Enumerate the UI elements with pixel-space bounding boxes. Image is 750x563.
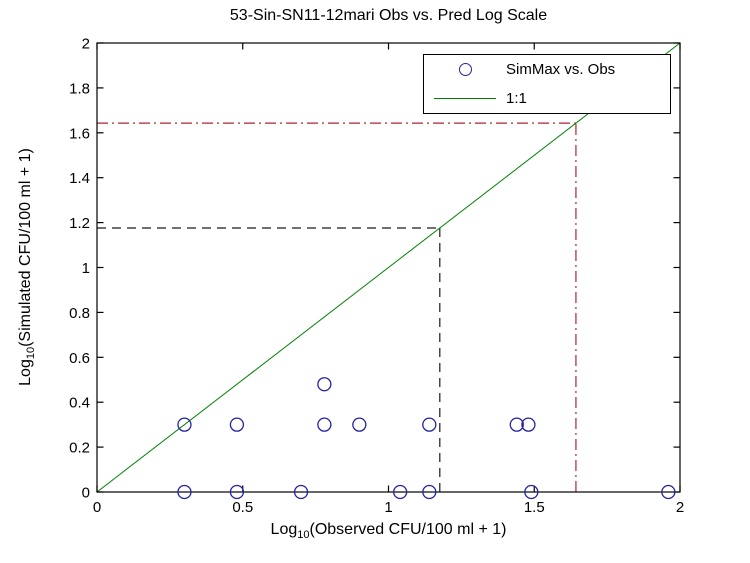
x-tick-label: 0	[93, 499, 101, 516]
x-tick-label: 2	[676, 499, 684, 516]
identity-line	[96, 42, 681, 493]
data-point	[177, 484, 192, 500]
y-tick-label: 0	[82, 485, 90, 502]
legend: SimMax vs. Obs 1:1	[423, 54, 671, 114]
data-point	[177, 417, 192, 432]
data-point	[422, 417, 437, 432]
legend-label-identity: 1:1	[506, 90, 527, 107]
legend-marker-cell	[424, 63, 506, 76]
y-tick-label: 1.2	[69, 215, 90, 232]
data-point	[229, 484, 245, 500]
y-tick-label: 1	[82, 260, 90, 277]
data-point	[317, 377, 332, 392]
y-tick-label: 2	[82, 36, 90, 53]
y-tick-label: 0.6	[69, 350, 90, 367]
data-point	[352, 417, 367, 432]
data-point	[509, 417, 524, 432]
scatter-marker-icon	[458, 63, 472, 76]
data-point	[293, 484, 309, 500]
data-point	[524, 484, 539, 500]
legend-entry-identity: 1:1	[424, 84, 670, 113]
legend-label-simmax: SimMax vs. Obs	[506, 61, 616, 78]
data-point	[393, 484, 408, 500]
x-axis-label: Log10(Observed CFU/100 ml + 1)	[270, 521, 507, 541]
data-point	[422, 484, 437, 500]
legend-marker-cell	[424, 98, 506, 99]
y-tick-label: 0.4	[69, 395, 90, 412]
x-tick-label: 0.5	[232, 499, 253, 516]
data-point	[317, 417, 332, 432]
data-point	[229, 417, 245, 432]
data-point	[521, 417, 536, 432]
x-tick-label: 1	[384, 499, 392, 516]
y-axis-label: Log10(Simulated CFU/100 ml + 1)	[17, 148, 37, 386]
legend-entry-simmax: SimMax vs. Obs	[424, 55, 670, 84]
x-tick-label: 1.5	[524, 499, 545, 516]
y-tick-label: 1.8	[69, 80, 90, 97]
data-point	[661, 484, 676, 500]
line-swatch-icon	[434, 98, 496, 99]
y-tick-label: 0.8	[69, 305, 90, 322]
y-tick-label: 1.4	[69, 170, 90, 187]
y-tick-label: 0.2	[69, 440, 90, 457]
y-tick-label: 1.6	[69, 125, 90, 142]
chart-title: 53-Sin-SN11-12mari Obs vs. Pred Log Scal…	[229, 7, 548, 24]
